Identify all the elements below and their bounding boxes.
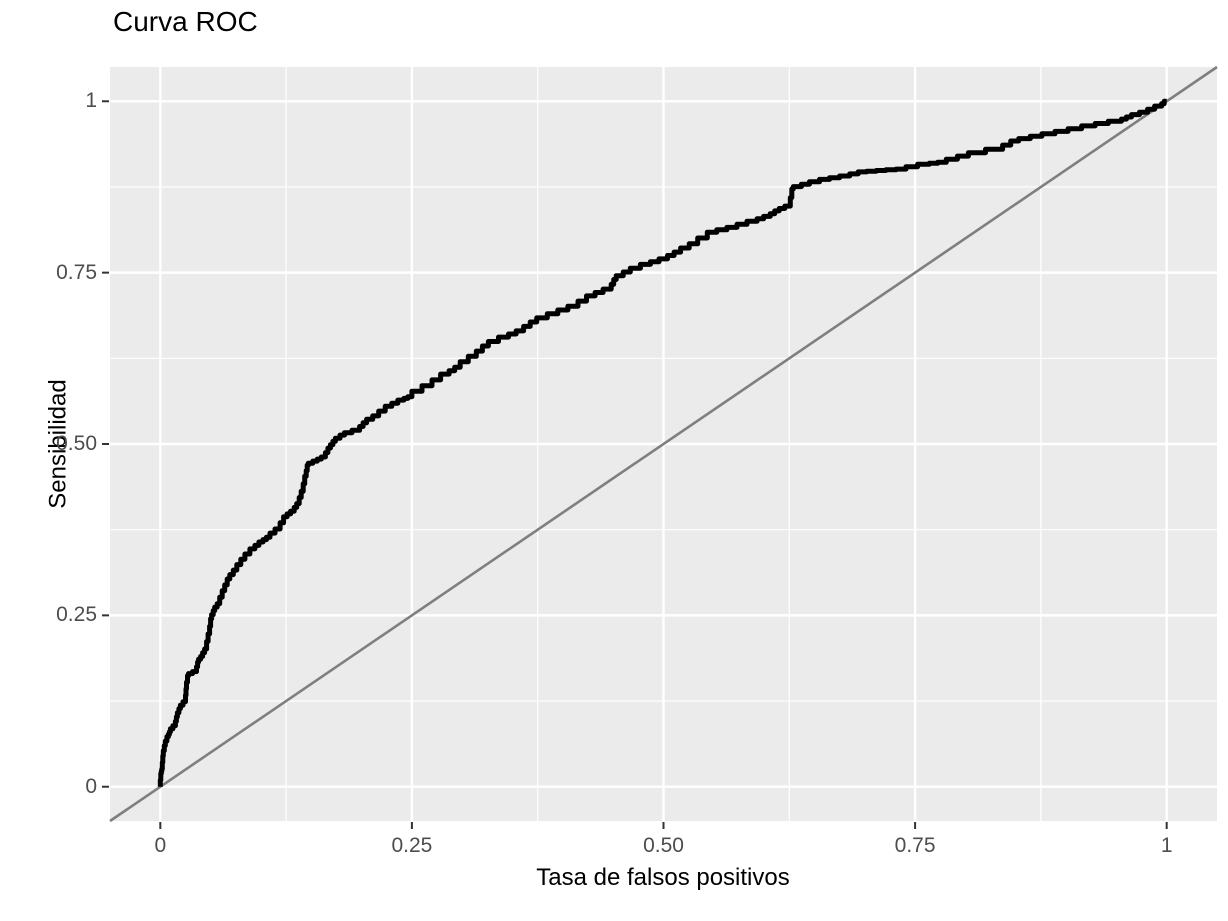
reference-diagonal-line (109, 65, 1218, 823)
y-tick-label: 0.25 (56, 603, 97, 627)
x-tick-label: 1 (1160, 834, 1173, 857)
x-tick-label: 0.50 (643, 834, 684, 857)
y-tick-label: 0.50 (56, 432, 97, 455)
roc-curve (157, 98, 1167, 787)
x-axis-title: Tasa de falsos positivos (536, 864, 790, 891)
x-tick-label: 0.25 (391, 834, 433, 857)
y-tick-label: 0.75 (56, 260, 97, 284)
y-tick-label: 0 (85, 774, 97, 798)
x-tick-label: 0.75 (894, 834, 936, 857)
y-tick-label: 1 (85, 89, 97, 113)
chart-title: Curva ROC (113, 6, 258, 37)
x-tick-label: 0 (154, 834, 167, 857)
